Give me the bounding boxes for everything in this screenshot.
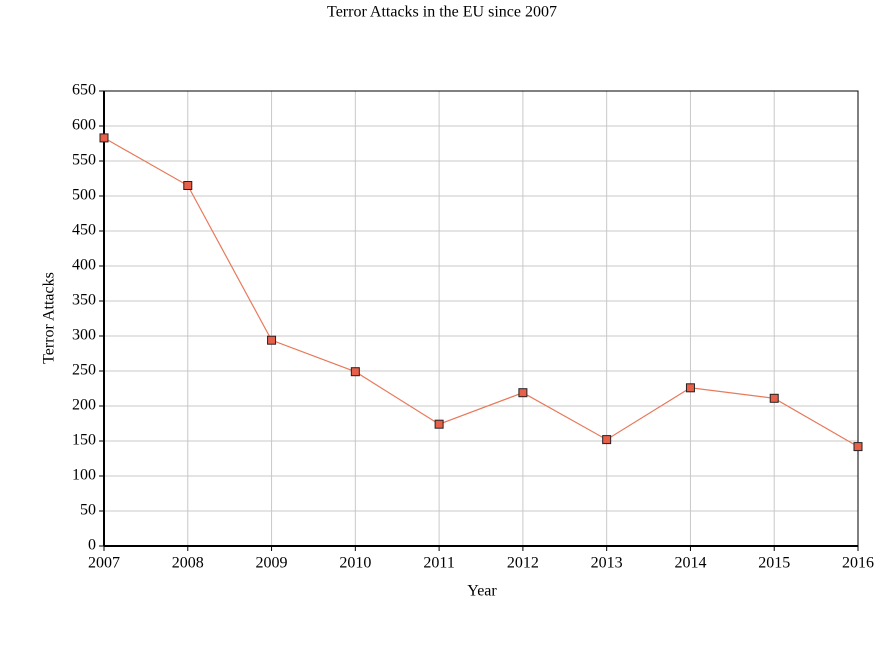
marker — [350, 367, 360, 377]
plot-frame — [103, 90, 859, 547]
marker — [685, 383, 695, 393]
marker — [518, 388, 528, 398]
y-tick-label: 300 — [72, 327, 96, 344]
y-tick-label: 50 — [80, 502, 96, 519]
marker — [769, 393, 779, 403]
series-line — [103, 137, 859, 448]
y-tick-label: 650 — [72, 82, 96, 99]
y-tick-label: 450 — [72, 222, 96, 239]
y-axis-label: Terror Attacks — [41, 272, 58, 364]
y-tick-label: 400 — [72, 257, 96, 274]
x-tick-label: 2009 — [256, 555, 288, 572]
marker — [99, 133, 109, 143]
y-tick-label: 250 — [72, 362, 96, 379]
marker — [602, 435, 612, 445]
x-axis-label: Year — [467, 583, 497, 600]
x-tick-label: 2008 — [172, 555, 204, 572]
marker — [853, 442, 863, 452]
x-tick-label: 2011 — [423, 555, 454, 572]
y-tick-label: 500 — [72, 187, 96, 204]
marker — [434, 419, 444, 429]
y-tick-label: 350 — [72, 292, 96, 309]
y-tick-label: 200 — [72, 397, 96, 414]
x-tick-label: 2014 — [674, 555, 706, 572]
y-tick-label: 150 — [72, 432, 96, 449]
marker — [267, 335, 277, 345]
y-tick-label: 550 — [72, 152, 96, 169]
y-tick-label: 0 — [88, 537, 96, 554]
x-tick-label: 2007 — [88, 555, 120, 572]
x-tick-label: 2013 — [591, 555, 623, 572]
chart-title: Terror Attacks in the EU since 2007 — [327, 4, 557, 21]
x-tick-label: 2012 — [507, 555, 539, 572]
marker — [183, 181, 193, 190]
x-tick-label: 2010 — [339, 555, 371, 572]
y-tick-label: 600 — [72, 117, 96, 134]
x-tick-label: 2015 — [758, 555, 790, 572]
y-tick-label: 100 — [72, 467, 96, 484]
x-tick-label: 2016 — [842, 555, 874, 572]
